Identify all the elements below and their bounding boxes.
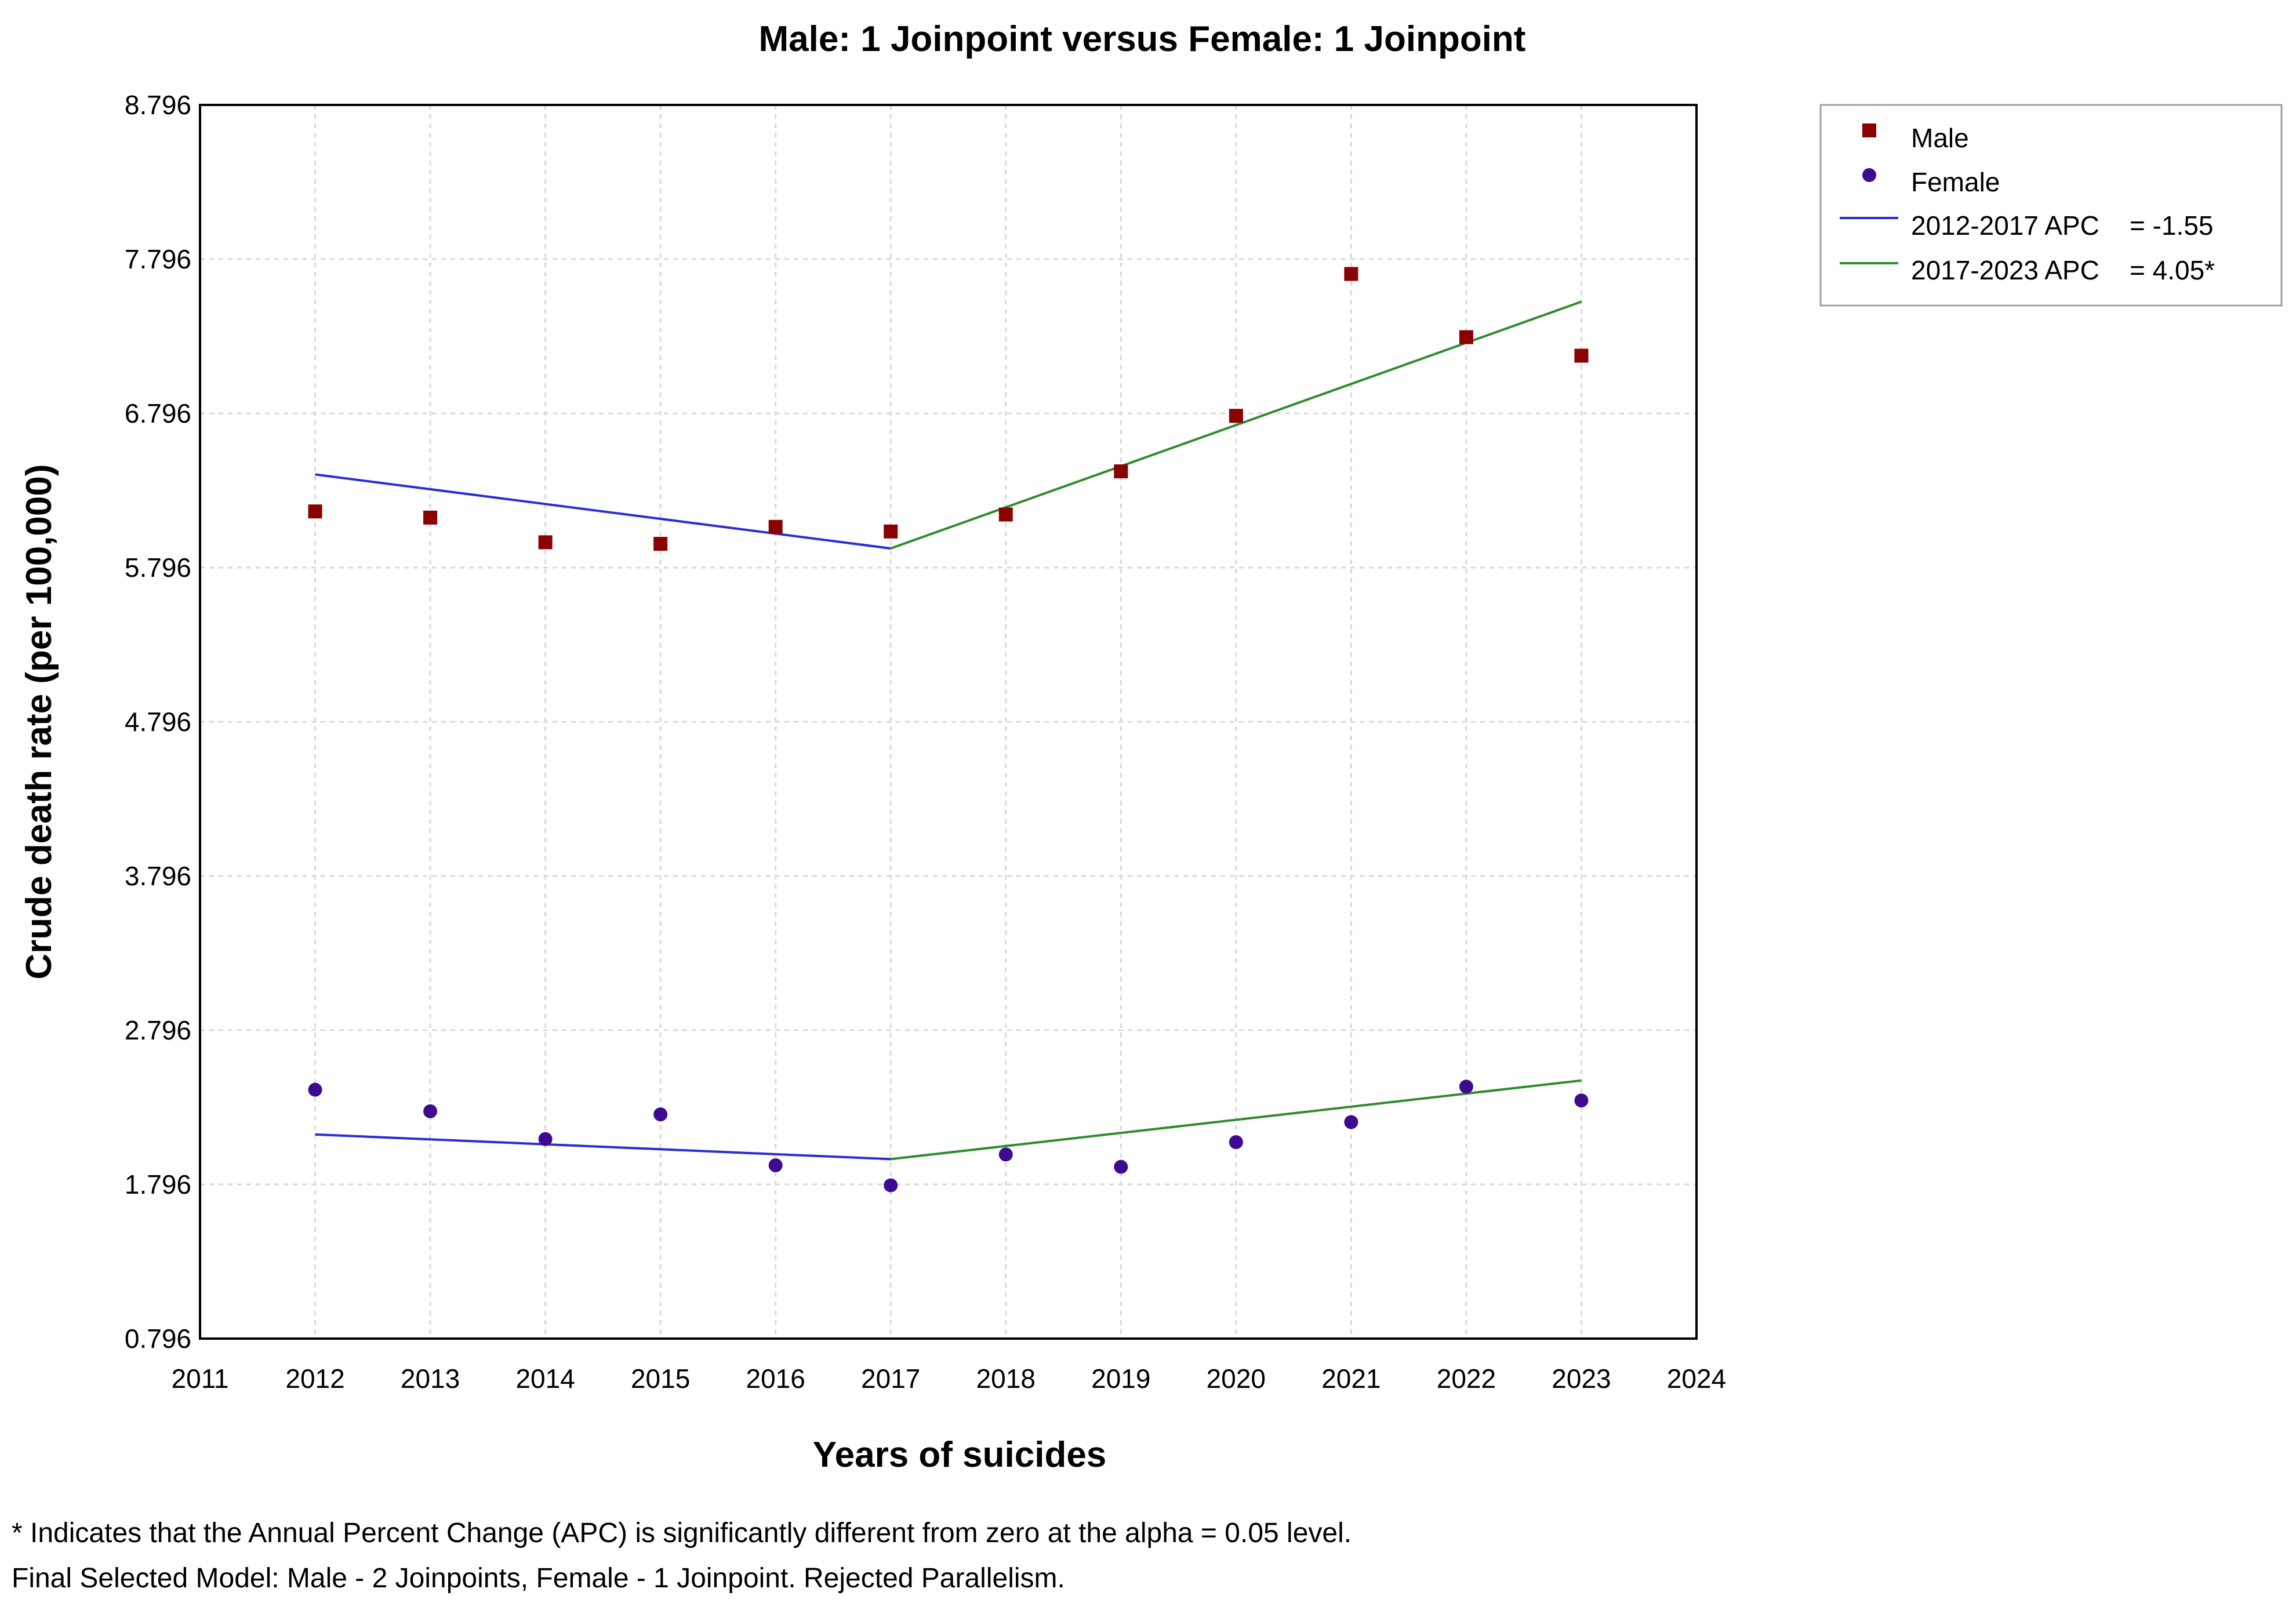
male-point-2020 — [1229, 409, 1243, 423]
female-point-2021 — [1344, 1115, 1358, 1129]
fit-line-1-male — [315, 473, 891, 550]
plot-area-frame — [199, 104, 1698, 1340]
legend-female-circle-marker — [1862, 168, 1876, 182]
y-tick-label: 3.796 — [125, 861, 191, 891]
legend-male-label: Male — [1911, 123, 1969, 153]
male-point-2019 — [1114, 464, 1128, 479]
legend-segment1-value: = -1.55 — [2130, 210, 2214, 241]
x-tick-label: 2017 — [861, 1364, 920, 1394]
legend: Male Female 2012-2017 APC = -1.55 2017-2… — [1819, 104, 2283, 307]
x-tick-label: 2011 — [172, 1364, 229, 1394]
female-point-2013 — [423, 1104, 438, 1118]
female-point-2012 — [308, 1082, 322, 1097]
legend-segment2-label: 2017-2023 APC — [1911, 255, 2099, 285]
footnote-model: Final Selected Model: Male - 2 Joinpoint… — [12, 1563, 1065, 1594]
male-point-2018 — [998, 507, 1013, 522]
female-point-2014 — [538, 1132, 553, 1146]
female-point-2018 — [998, 1147, 1013, 1162]
x-tick-label: 2016 — [746, 1364, 805, 1394]
female-point-2015 — [653, 1107, 668, 1122]
male-point-2017 — [884, 524, 898, 539]
male-point-2014 — [538, 535, 553, 550]
x-axis-title: Years of suicides — [813, 1435, 1107, 1475]
x-tick-label: 2020 — [1207, 1364, 1266, 1394]
fit-line-1-female — [315, 1133, 891, 1161]
legend-segment1-label: 2012-2017 APC — [1911, 210, 2099, 241]
x-tick-label: 2012 — [285, 1364, 344, 1394]
footnote-significance: * Indicates that the Annual Percent Chan… — [12, 1518, 1352, 1548]
female-point-2019 — [1114, 1159, 1128, 1174]
y-tick-label: 1.796 — [125, 1169, 191, 1199]
x-tick-label: 2019 — [1091, 1364, 1150, 1394]
legend-segment2-value: = 4.05* — [2130, 255, 2215, 285]
x-axis-ticks: 2011 2012 2013 2014 2015 2016 2017 2018 2019 2020… — [172, 1364, 1727, 1394]
male-point-2013 — [423, 510, 438, 525]
female-point-2017 — [884, 1178, 898, 1193]
male-point-2015 — [653, 537, 668, 551]
grid-lines — [200, 104, 1696, 1339]
x-tick-label: 2021 — [1321, 1364, 1380, 1394]
y-tick-label: 5.796 — [125, 552, 191, 583]
y-tick-label: 2.796 — [125, 1015, 191, 1045]
female-point-2022 — [1459, 1079, 1473, 1094]
y-tick-label: 6.796 — [125, 398, 191, 428]
male-point-2012 — [308, 504, 322, 519]
x-tick-label: 2015 — [631, 1364, 690, 1394]
x-tick-label: 2022 — [1437, 1364, 1496, 1394]
female-point-2023 — [1574, 1093, 1589, 1108]
y-axis-title: Crude death rate (per 100,000) — [19, 464, 59, 979]
x-tick-label: 2013 — [401, 1364, 460, 1394]
female-point-2020 — [1229, 1135, 1243, 1150]
male-point-2016 — [768, 519, 783, 534]
x-tick-label: 2014 — [515, 1364, 575, 1394]
male-point-2022 — [1459, 330, 1473, 344]
chart-title: Male: 1 Joinpoint versus Female: 1 Joinp… — [759, 19, 1526, 59]
x-tick-label: 2023 — [1552, 1364, 1611, 1394]
y-tick-label: 0.796 — [125, 1324, 191, 1354]
x-tick-label: 2024 — [1667, 1364, 1726, 1394]
female-point-2016 — [768, 1158, 783, 1173]
male-point-2023 — [1574, 348, 1589, 363]
x-tick-label: 2018 — [976, 1364, 1036, 1394]
legend-box — [1819, 104, 2283, 307]
y-axis-ticks: 0.796 1.796 2.796 3.796 4.796 5.796 6.796 7.796… — [125, 90, 191, 1354]
y-tick-label: 8.796 — [125, 90, 191, 120]
y-tick-label: 4.796 — [125, 707, 191, 737]
legend-male-square-marker — [1862, 123, 1876, 137]
male-point-2021 — [1344, 267, 1358, 281]
data-points — [308, 267, 1589, 1193]
y-tick-label: 7.796 — [125, 244, 191, 274]
legend-female-label: Female — [1911, 167, 2000, 197]
